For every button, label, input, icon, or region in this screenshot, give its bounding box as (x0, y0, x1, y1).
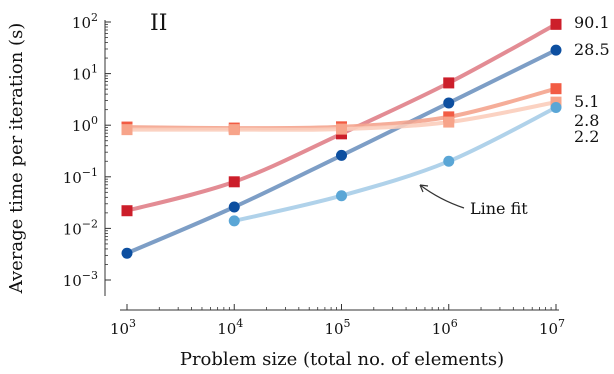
y-ticks: 10−3 10−2 10−1 100 101 102 (63, 11, 111, 290)
data-point (228, 201, 240, 213)
panel-label: II (150, 11, 167, 36)
x-tick-label: 104 (217, 317, 243, 338)
x-axis-label: Problem size (total no. of elements) (180, 349, 504, 370)
x-tick-label: 105 (324, 317, 350, 338)
data-point (228, 215, 240, 227)
data-point (550, 44, 562, 56)
y-tick-label: 100 (72, 114, 98, 135)
y-tick-label: 10−3 (63, 269, 98, 290)
series-end-label: 2.2 (574, 127, 599, 146)
data-point (550, 83, 562, 95)
y-tick-label: 101 (72, 63, 98, 84)
data-point (228, 176, 240, 188)
x-tick-label: 107 (539, 317, 565, 338)
x-tick-label: 103 (110, 317, 136, 338)
data-point (443, 97, 455, 109)
series-line (232, 105, 558, 223)
series-end-label: 2.8 (574, 111, 599, 130)
axes (104, 20, 559, 311)
series-layer (121, 18, 562, 259)
annotation: Line fit (419, 184, 528, 218)
y-tick-label: 10−1 (63, 166, 98, 187)
data-point (121, 124, 133, 136)
annotation-text: Line fit (470, 199, 528, 218)
data-point (228, 124, 240, 136)
data-point (550, 18, 562, 30)
series-line (125, 22, 558, 213)
data-point (336, 149, 347, 161)
data-point (443, 155, 455, 167)
y-tick-label: 102 (72, 11, 98, 32)
series-end-label: 90.1 (574, 13, 610, 32)
data-point (443, 116, 455, 128)
series-end-label: 28.5 (574, 40, 610, 59)
x-ticks: 103 104 105 106 107 (110, 304, 565, 338)
y-tick-label: 10−2 (63, 217, 98, 238)
series-end-label: 5.1 (574, 92, 599, 111)
end-labels: 90.1 28.5 5.12.82.2 (574, 13, 610, 146)
y-axis-label: Average time per iteration (s) (6, 23, 27, 295)
data-point (443, 77, 455, 89)
data-point (550, 102, 562, 114)
data-point (121, 247, 133, 259)
data-point (336, 123, 347, 135)
data-point (336, 190, 347, 202)
annotation-arrow (419, 184, 465, 209)
data-point (121, 205, 133, 217)
x-tick-label: 106 (432, 317, 458, 338)
annotation-arrowhead (419, 184, 429, 193)
